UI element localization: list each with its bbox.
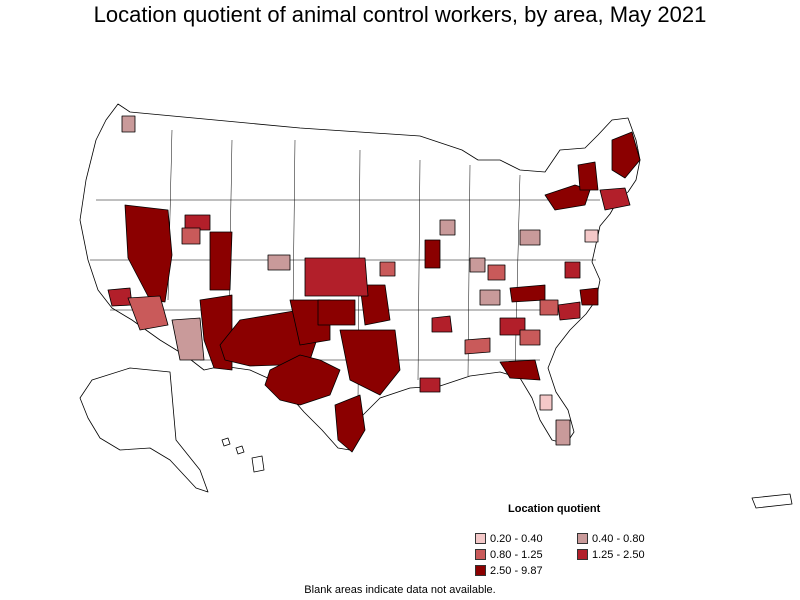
area-new-york-north bbox=[577, 161, 599, 191]
area-nebraska bbox=[267, 254, 291, 271]
area-idaho-south bbox=[184, 214, 211, 231]
legend-item-1: 0.40 - 0.80 bbox=[577, 532, 645, 545]
legend-item-4: 2.50 - 9.87 bbox=[475, 564, 543, 577]
alaska-outline bbox=[79, 367, 209, 493]
area-virginia-coast bbox=[579, 287, 599, 306]
legend-label: 0.20 - 0.40 bbox=[490, 532, 543, 545]
area-california-south bbox=[107, 287, 133, 307]
legend-swatch bbox=[577, 549, 588, 560]
hawaii-island bbox=[235, 445, 245, 455]
area-missouri bbox=[379, 261, 396, 277]
area-texas-central bbox=[339, 329, 401, 396]
map-title: Location quotient of animal control work… bbox=[93, 2, 707, 27]
shaded-areas bbox=[107, 115, 641, 453]
area-north-carolina bbox=[557, 301, 581, 321]
legend-label: 0.80 - 1.25 bbox=[490, 548, 543, 561]
legend-label: 1.25 - 2.50 bbox=[592, 548, 645, 561]
area-virginia bbox=[564, 261, 581, 279]
legend-item-3: 1.25 - 2.50 bbox=[577, 548, 645, 561]
area-arkansas bbox=[431, 315, 453, 333]
area-maine bbox=[611, 131, 641, 179]
legend-label: 0.40 - 0.80 bbox=[592, 532, 645, 545]
area-texas-west bbox=[264, 354, 341, 406]
area-nevada bbox=[124, 204, 173, 303]
area-utah-west bbox=[209, 231, 233, 291]
area-arizona-south bbox=[171, 317, 205, 361]
legend-item-0: 0.20 - 0.40 bbox=[475, 532, 543, 545]
area-pennsylvania bbox=[519, 229, 541, 246]
area-new-york bbox=[544, 184, 591, 211]
hawaii-island bbox=[221, 437, 231, 447]
area-florida-west bbox=[539, 394, 553, 411]
area-georgia bbox=[519, 329, 541, 346]
area-wyoming-east bbox=[181, 227, 201, 245]
area-kentucky bbox=[509, 284, 546, 303]
area-louisiana bbox=[419, 377, 441, 393]
area-alabama bbox=[464, 337, 491, 355]
area-maryland bbox=[584, 229, 599, 243]
area-northeast-a bbox=[599, 187, 631, 211]
area-iowa bbox=[439, 219, 456, 236]
area-kentucky-b bbox=[479, 289, 501, 306]
area-washington bbox=[121, 115, 136, 133]
legend-swatch bbox=[475, 549, 486, 560]
area-florida-east bbox=[555, 419, 571, 446]
area-texas-coast bbox=[334, 394, 366, 453]
area-georgia-south bbox=[499, 359, 541, 381]
area-ohio bbox=[487, 264, 506, 281]
area-carolina-b bbox=[539, 299, 559, 316]
area-kansas bbox=[304, 257, 369, 297]
hawaii-island bbox=[251, 455, 265, 473]
legend-swatch bbox=[577, 533, 588, 544]
footnote: Blank areas indicate data not available. bbox=[304, 584, 496, 596]
area-indiana bbox=[469, 257, 486, 273]
legend-title: Location quotient bbox=[508, 503, 601, 515]
legend-label: 2.50 - 9.87 bbox=[490, 564, 543, 577]
area-illinois bbox=[424, 239, 441, 269]
legend-item-2: 0.80 - 1.25 bbox=[475, 548, 543, 561]
area-arizona-central bbox=[127, 295, 169, 331]
legend-swatch bbox=[475, 565, 486, 576]
puerto-rico bbox=[751, 493, 793, 509]
area-oklahoma-center bbox=[317, 299, 356, 326]
legend-swatch bbox=[475, 533, 486, 544]
